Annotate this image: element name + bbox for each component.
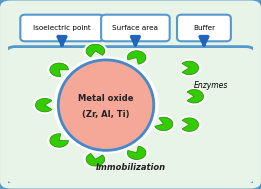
- FancyBboxPatch shape: [20, 15, 104, 41]
- Wedge shape: [155, 117, 173, 131]
- Text: Surface area: Surface area: [112, 25, 158, 31]
- Wedge shape: [152, 115, 176, 133]
- Text: Immobilization: Immobilization: [96, 163, 165, 172]
- Wedge shape: [182, 61, 199, 75]
- Wedge shape: [180, 59, 201, 77]
- FancyBboxPatch shape: [6, 47, 255, 185]
- Ellipse shape: [54, 56, 159, 154]
- Wedge shape: [124, 144, 149, 162]
- FancyBboxPatch shape: [101, 15, 170, 41]
- Wedge shape: [50, 63, 68, 77]
- Text: Enzymes: Enzymes: [194, 81, 229, 90]
- Wedge shape: [182, 118, 199, 131]
- Text: Buffer: Buffer: [193, 25, 215, 31]
- Text: (Zr, Al, Ti): (Zr, Al, Ti): [82, 109, 130, 119]
- Wedge shape: [180, 116, 201, 133]
- Wedge shape: [47, 61, 71, 79]
- Wedge shape: [86, 44, 105, 57]
- Wedge shape: [47, 132, 71, 149]
- Wedge shape: [127, 51, 146, 64]
- Wedge shape: [124, 49, 149, 66]
- Wedge shape: [50, 134, 68, 147]
- Wedge shape: [83, 152, 108, 168]
- Wedge shape: [33, 96, 54, 114]
- Text: Isoelectric point: Isoelectric point: [33, 25, 91, 31]
- Ellipse shape: [58, 60, 154, 150]
- Wedge shape: [83, 42, 108, 59]
- FancyBboxPatch shape: [177, 15, 231, 41]
- Wedge shape: [185, 88, 206, 105]
- Wedge shape: [35, 98, 52, 112]
- Wedge shape: [127, 146, 146, 160]
- Wedge shape: [86, 153, 105, 166]
- Text: Metal oxide: Metal oxide: [78, 94, 134, 103]
- Wedge shape: [187, 90, 204, 103]
